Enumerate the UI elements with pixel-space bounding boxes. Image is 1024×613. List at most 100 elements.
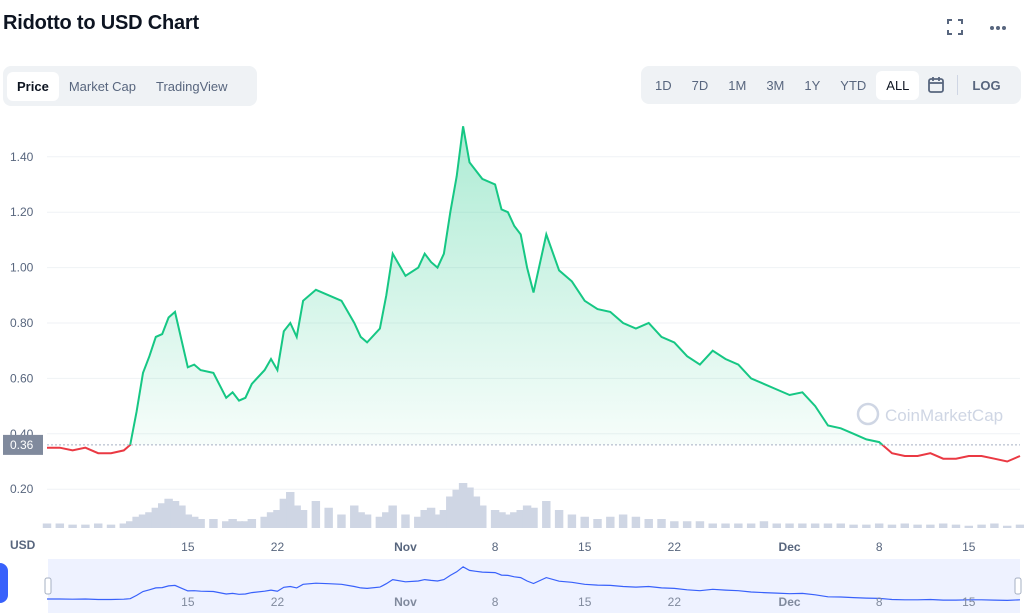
volume-bar [759, 521, 769, 528]
volume-bar [497, 512, 506, 528]
volume-bar [388, 505, 397, 528]
volume-bar [68, 524, 77, 528]
volume-bar [266, 512, 276, 528]
y-tick-label: 1.40 [10, 150, 34, 164]
volume-bar [55, 523, 65, 528]
volume-bar [734, 523, 743, 528]
range-7d[interactable]: 7D [691, 77, 709, 93]
navigator-tick-label: 15 [578, 595, 592, 609]
range-divider [957, 75, 959, 95]
volume-bar [158, 503, 167, 528]
navigator-tick-label: 8 [492, 595, 499, 609]
navigator-handle-right[interactable] [1014, 577, 1022, 595]
y-tick-label: 1.20 [10, 205, 34, 219]
volume-bar [145, 512, 154, 528]
volume-bar [177, 505, 186, 528]
volume-bar [471, 496, 481, 528]
navigator-background [48, 559, 1020, 613]
volume-bar [458, 483, 468, 528]
volume-bar [375, 516, 385, 528]
fullscreen-icon[interactable] [946, 18, 964, 41]
volume-bar [234, 521, 244, 528]
volume-bar [93, 523, 103, 528]
volume-bar [183, 514, 193, 528]
volume-bar [286, 492, 295, 528]
volume-bar [311, 501, 321, 528]
more-icon-glyph [990, 26, 1006, 30]
tab-market-cap[interactable]: Market Cap [68, 78, 137, 94]
volume-bar [350, 505, 359, 528]
volume-bar [426, 507, 436, 528]
more-icon[interactable] [988, 18, 1008, 41]
range-1d[interactable]: 1D [655, 77, 672, 93]
volume-bar [439, 510, 449, 528]
volume-bar [516, 510, 525, 528]
volume-bar [951, 524, 961, 528]
volume-bar [618, 514, 628, 528]
tab-tradingview[interactable]: TradingView [156, 78, 228, 94]
side-logo-icon [0, 563, 8, 603]
volume-bar [247, 519, 257, 528]
navigator-labels: 15 22 Nov 8 15 22 Dec 8 15 [181, 595, 976, 609]
volume-bar [292, 505, 301, 528]
volume-bar [228, 519, 237, 528]
volume-bar [529, 507, 538, 528]
page-title: Ridotto to USD Chart [3, 12, 199, 34]
x-tick-label: 15 [962, 540, 976, 554]
range-3m[interactable]: 3M [766, 77, 785, 93]
volume-bar [721, 523, 730, 528]
volume-bar [42, 523, 52, 528]
volume-bar [196, 519, 205, 528]
volume-bar [887, 524, 897, 528]
currency-label: USD [10, 538, 36, 552]
volume-bar [695, 521, 705, 528]
volume-bar [119, 523, 129, 528]
volume-bar [362, 514, 372, 528]
volume-bar [465, 487, 474, 528]
volume-bar [964, 525, 974, 528]
volume-bar [849, 524, 858, 528]
chart-type-tabs: Price Market Cap TradingView [3, 66, 257, 106]
volume-bar [164, 498, 173, 528]
log-toggle[interactable]: LOG [972, 77, 1001, 93]
range-all[interactable]: ALL [876, 70, 920, 100]
volume-bar [606, 516, 615, 528]
navigator-tick-label: 22 [668, 595, 682, 609]
coinmarketcap-watermark: CoinMarketCap [856, 402, 1003, 426]
y-tick-label: 0.80 [10, 316, 34, 330]
fullscreen-icon-glyph [947, 19, 963, 35]
volume-bar [170, 501, 180, 528]
volume-bar [414, 516, 423, 528]
volume-bar [273, 510, 282, 528]
tab-price[interactable]: Price [7, 71, 59, 101]
volume-bar [1002, 525, 1012, 528]
price-area [130, 126, 883, 445]
navigator-tick-label: 8 [876, 595, 883, 609]
x-tick-label: 8 [492, 540, 499, 554]
volume-bar [772, 523, 781, 528]
navigator-tick-label: Dec [779, 595, 801, 609]
range-1m[interactable]: 1M [728, 77, 747, 93]
volume-bar [138, 514, 148, 528]
volume-bar [151, 507, 161, 528]
y-tick-label: 1.00 [10, 261, 34, 275]
range-navigator[interactable]: 15 22 Nov 8 15 22 Dec 8 15 [44, 559, 1022, 613]
range-1y[interactable]: 1Y [804, 77, 821, 93]
navigator-handle-left[interactable] [44, 577, 52, 595]
reference-price-tag: 0.36 [3, 434, 43, 455]
x-tick-label: 15 [578, 540, 592, 554]
volume-bar [106, 524, 116, 528]
range-ytd[interactable]: YTD [840, 77, 867, 93]
calendar-icon[interactable] [919, 71, 953, 99]
navigator-tick-label: Nov [394, 595, 417, 609]
volume-bar [900, 523, 909, 528]
x-axis-labels: 15 22 Nov 8 15 22 Dec 8 15 [181, 540, 976, 554]
volume-bar [446, 496, 455, 528]
volume-bar [682, 521, 692, 528]
volume-bar [279, 498, 289, 528]
volume-bar [241, 521, 250, 528]
x-tick-label: Nov [394, 540, 417, 554]
volume-bar [746, 523, 756, 528]
volume-bar [324, 507, 333, 528]
